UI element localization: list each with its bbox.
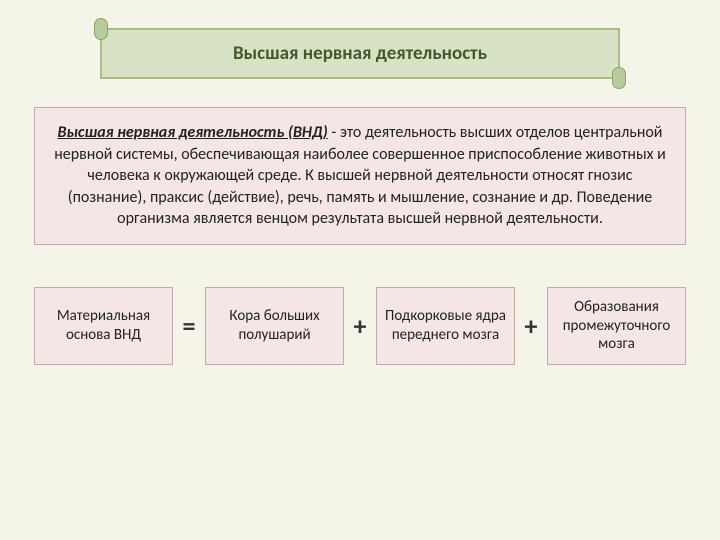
equation-term-2: Подкорковые ядра переднего мозга: [376, 287, 515, 365]
equation-lhs: Материальная основа ВНД: [34, 287, 173, 365]
plus-sign-2: +: [521, 287, 541, 365]
definition-box: Высшая нервная деятельность (ВНД) - это …: [34, 107, 686, 245]
equation-term-3: Образования промежуточного мозга: [547, 287, 686, 365]
equation-term-1: Кора больших полушарий: [205, 287, 344, 365]
scroll-ornament-right-icon: [612, 67, 626, 89]
definition-term: Высшая нервная деятельность (ВНД): [58, 123, 328, 142]
scroll-ornament-left-icon: [94, 18, 108, 40]
equation-term-2-text: Подкорковые ядра переднего мозга: [383, 307, 508, 345]
equation-term-3-text: Образования промежуточного мозга: [554, 298, 679, 354]
title-box: Высшая нервная деятельность: [100, 28, 620, 79]
plus-sign-1: +: [350, 287, 370, 365]
title-container: Высшая нервная деятельность: [100, 28, 620, 79]
equation-row: Материальная основа ВНД = Кора больших п…: [34, 287, 686, 365]
equation-lhs-text: Материальная основа ВНД: [41, 307, 166, 345]
slide: Высшая нервная деятельность Высшая нервн…: [0, 0, 720, 540]
slide-title: Высшая нервная деятельность: [233, 42, 487, 65]
equation-term-1-text: Кора больших полушарий: [212, 307, 337, 345]
equals-sign: =: [179, 287, 199, 365]
